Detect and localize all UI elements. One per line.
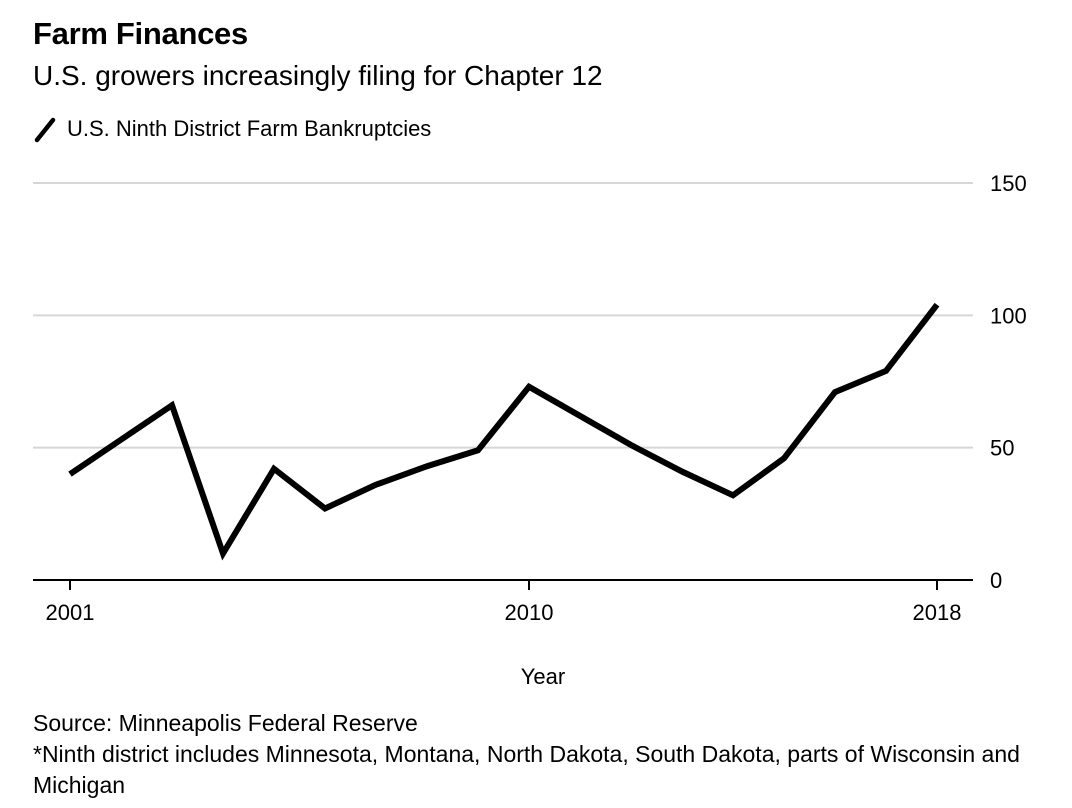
chart-title: Farm Finances bbox=[33, 16, 248, 51]
y-tick-label-150: 150 bbox=[990, 171, 1027, 196]
chart-subtitle: U.S. growers increasingly filing for Cha… bbox=[33, 60, 603, 91]
legend-line-icon bbox=[34, 117, 56, 143]
x-tick-label-2001: 2001 bbox=[46, 600, 95, 625]
line-chart: 0 50 100 150 2001 2010 2018 Year bbox=[33, 171, 1027, 689]
y-tick-label-50: 50 bbox=[990, 436, 1014, 461]
x-tick-label-2018: 2018 bbox=[913, 600, 962, 625]
x-tick-label-2010: 2010 bbox=[505, 600, 554, 625]
footnote: *Ninth district includes Minnesota, Mont… bbox=[33, 741, 1020, 798]
y-axis: 0 50 100 150 bbox=[990, 171, 1027, 593]
series-line-ninth-district bbox=[68, 302, 940, 561]
x-axis: 2001 2010 2018 bbox=[46, 580, 962, 625]
legend: U.S. Ninth District Farm Bankruptcies bbox=[33, 114, 431, 144]
y-tick-label-100: 100 bbox=[990, 303, 1027, 328]
x-axis-label: Year bbox=[521, 664, 565, 689]
source-note: Source: Minneapolis Federal Reserve bbox=[33, 710, 418, 736]
y-tick-label-0: 0 bbox=[990, 568, 1002, 593]
legend-label: U.S. Ninth District Farm Bankruptcies bbox=[67, 116, 432, 141]
footer: Source: Minneapolis Federal Reserve *Nin… bbox=[33, 708, 1063, 801]
